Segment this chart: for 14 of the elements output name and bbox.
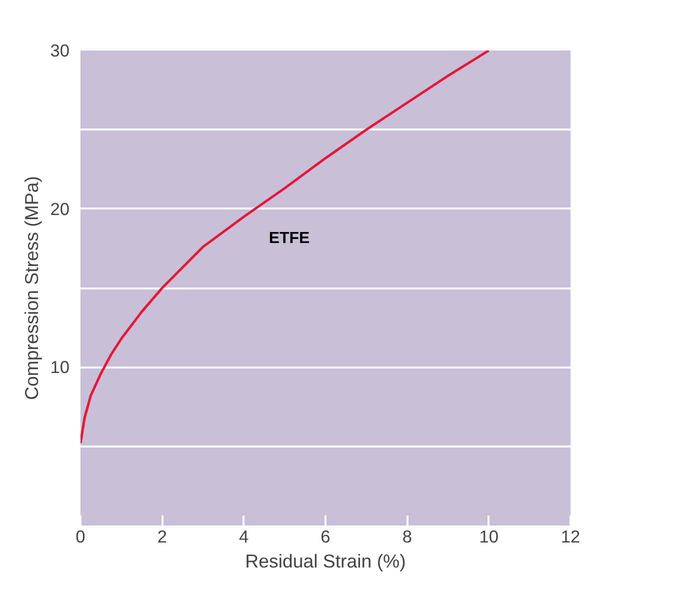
y-tick-label: 10 — [50, 357, 70, 378]
y-axis-title: Compression Stress (MPa) — [21, 176, 42, 400]
x-tick-label: 2 — [157, 526, 167, 546]
x-axis-title: Residual Strain (%) — [245, 550, 406, 572]
x-tick-label: 0 — [76, 526, 86, 546]
x-tick-label: 8 — [402, 526, 412, 546]
x-tick-label: 4 — [239, 526, 250, 546]
y-tick-label: 20 — [50, 198, 70, 219]
series-label: ETFE — [268, 230, 310, 247]
x-tick-label: 10 — [479, 526, 498, 546]
y-tick-label: 30 — [50, 40, 70, 60]
x-tick-label: 12 — [560, 526, 580, 546]
line-series — [80, 50, 490, 444]
x-tick-label: 6 — [320, 526, 330, 546]
